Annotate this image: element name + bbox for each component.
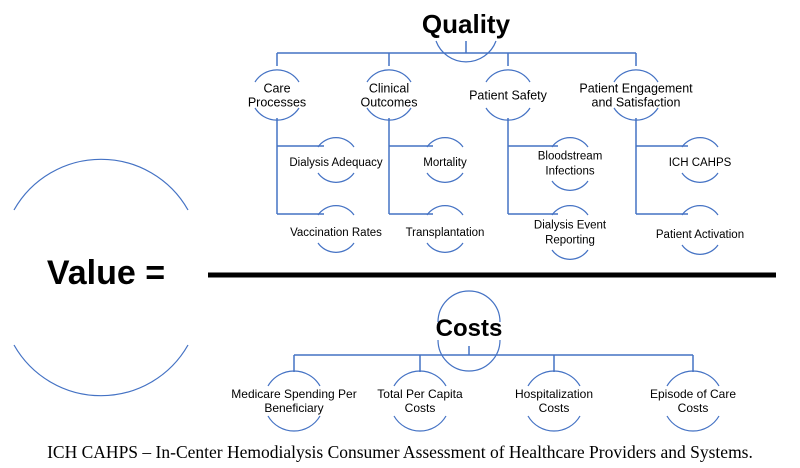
category-top-arc <box>366 69 412 83</box>
quality-categories: Care Processes Dialysis Adequacy Vaccinatio… <box>248 53 744 260</box>
item-top-arc <box>317 137 355 148</box>
item-top-arc <box>426 205 464 216</box>
cost-label: Medicare Spending Per Beneficiary <box>231 387 356 415</box>
item-label: Dialysis Event Reporting <box>534 220 607 247</box>
category-top-arc <box>613 69 659 83</box>
cost-top-arc <box>267 370 321 387</box>
cost-label: Hospitalization Costs <box>515 387 593 415</box>
item-top-arc <box>551 205 589 216</box>
quality-item: Dialysis Event Reporting <box>508 205 607 260</box>
cost-top-arc <box>666 370 720 387</box>
cost-bottom-arc <box>393 415 447 432</box>
item-label: Dialysis Adequacy <box>289 157 383 169</box>
cost-label: Episode of Care Costs <box>650 387 736 415</box>
cost-bottom-arc <box>666 415 720 432</box>
costs-item-1: Medicare Spending Per Beneficiary <box>231 355 357 432</box>
costs-section: Costs Medicare Spending Per Beneficiary To… <box>231 290 736 432</box>
category-top-arc <box>254 69 300 83</box>
item-label: Patient Activation <box>656 229 744 241</box>
item-bottom-arc <box>681 244 719 255</box>
value-equation-diagram: Value = Quality Care Processes Dialysis Ad… <box>13 9 776 432</box>
item-top-arc <box>681 205 719 216</box>
quality-item: Transplantation <box>389 205 485 253</box>
quality-item: Bloodstream Infections <box>508 137 603 191</box>
item-label: Vaccination Rates <box>290 227 382 239</box>
category-label: Patient Safety <box>469 88 548 102</box>
cost-label: Total Per Capita Costs <box>377 387 463 415</box>
item-bottom-arc <box>317 172 355 183</box>
item-label: Mortality <box>423 157 467 169</box>
quality-title: Quality <box>422 9 511 39</box>
quality-category-2: Clinical Outcomes Mortality Transplantation <box>361 53 485 253</box>
quality-item: Dialysis Adequacy <box>277 137 383 183</box>
quality-category-3: Patient Safety Bloodstream Infections Dialy… <box>469 53 607 260</box>
left-upper-arc <box>13 158 189 211</box>
cost-top-arc <box>527 370 581 387</box>
costs-items: Medicare Spending Per Beneficiary Total Pe… <box>231 355 736 432</box>
cost-bottom-arc <box>267 415 321 432</box>
quality-item: Vaccination Rates <box>277 205 382 253</box>
quality-item: Mortality <box>389 137 467 183</box>
item-top-arc <box>317 205 355 216</box>
category-label: Clinical Outcomes <box>361 81 418 109</box>
costs-item-4: Episode of Care Costs <box>650 355 736 432</box>
category-top-arc <box>485 69 531 83</box>
quality-item: Patient Activation <box>636 205 744 255</box>
costs-title: Costs <box>436 315 503 342</box>
item-bottom-arc <box>551 180 589 191</box>
item-bottom-arc <box>551 249 589 260</box>
quality-section: Quality Care Processes Dialysis Adequacy Va… <box>248 9 744 260</box>
costs-item-3: Hospitalization Costs <box>515 355 593 432</box>
footnote: ICH CAHPS – In-Center Hemodialysis Consu… <box>47 442 753 462</box>
item-bottom-arc <box>426 242 464 253</box>
quality-arc <box>435 40 497 63</box>
item-top-arc <box>681 137 719 148</box>
value-label: Value = <box>47 254 165 292</box>
costs-bottom-arc <box>437 339 501 372</box>
item-bottom-arc <box>681 172 719 183</box>
item-label: Transplantation <box>406 227 485 239</box>
item-bottom-arc <box>426 172 464 183</box>
item-top-arc <box>551 137 589 148</box>
category-label: Patient Engagement and Satisfaction <box>579 81 693 109</box>
costs-top-arc <box>437 290 501 323</box>
item-label: Bloodstream Infections <box>538 151 603 178</box>
cost-bottom-arc <box>527 415 581 432</box>
quality-category-4: Patient Engagement and Satisfaction ICH CA… <box>579 53 744 255</box>
cost-top-arc <box>393 370 447 387</box>
item-label: ICH CAHPS <box>669 157 732 169</box>
quality-item: ICH CAHPS <box>636 137 732 183</box>
item-top-arc <box>426 137 464 148</box>
category-label: Care Processes <box>248 81 306 109</box>
item-bottom-arc <box>317 242 355 253</box>
left-lower-arc <box>13 344 189 397</box>
costs-item-2: Total Per Capita Costs <box>377 355 463 432</box>
quality-category-1: Care Processes Dialysis Adequacy Vaccinatio… <box>248 53 383 253</box>
